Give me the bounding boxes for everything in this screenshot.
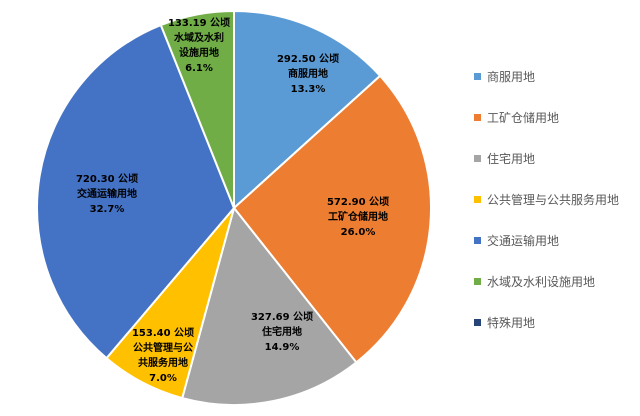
legend-swatch-2 — [474, 114, 481, 121]
pie-slice-2 — [232, 74, 432, 364]
data-label-6: 133.19 公顷水域及水利设施用地 6.1% — [168, 17, 230, 74]
data-label-6-line-3: 设施用地 — [179, 46, 219, 59]
data-label-4-line-3: 共服务用地 — [138, 356, 188, 369]
data-label-4-line-1: 153.40 公顷 — [132, 327, 194, 339]
legend-label-1: 商服用地 — [487, 69, 535, 84]
pie-slice-6 — [159, 9, 235, 209]
pie-slice-3 — [181, 205, 358, 406]
data-label-1: 292.50 公顷商服用地 13.3% — [277, 53, 339, 95]
data-label-5: 720.30 公顷交通运输用地 32.7% — [76, 173, 138, 215]
pie-slices — [36, 9, 432, 406]
legend-swatch-4 — [474, 196, 481, 203]
data-label-1-line-2: 商服用地 — [288, 67, 328, 80]
data-label-3-line-1: 327.69 公顷 — [251, 311, 313, 323]
legend-label-5: 交通运输用地 — [487, 233, 559, 248]
legend-swatch-7 — [474, 319, 481, 326]
legend-label-6: 水域及水利设施用地 — [487, 275, 595, 289]
data-label-2-line-1: 572.90 公顷 — [327, 196, 389, 208]
data-label-5-line-1: 720.30 公顷 — [76, 173, 138, 185]
data-label-3-line-2: 住宅用地 — [262, 325, 302, 338]
legend-swatch-5 — [474, 237, 481, 244]
data-label-4-line-2: 公共管理与公 — [133, 341, 193, 354]
data-label-1-line-1: 292.50 公顷 — [277, 53, 339, 65]
data-label-1-line-3: 13.3% — [291, 84, 326, 95]
data-label-6-line-4: 6.1% — [185, 63, 213, 74]
pie-slice-5 — [36, 23, 236, 360]
pie-data-labels: 292.50 公顷商服用地 13.3% 572.90 公顷工矿仓储用地 26.0% 32… — [76, 17, 389, 384]
pie-slice-1 — [233, 9, 382, 211]
data-label-3-line-3: 14.9% — [265, 342, 300, 353]
data-label-2-line-2: 工矿仓储用地 — [328, 210, 388, 223]
data-label-6-line-2: 水域及水利 — [173, 31, 224, 44]
data-label-5-line-2: 交通运输用地 — [77, 187, 137, 200]
legend: 商服用地工矿仓储用地住宅用地公共管理与公共服务用地交通运输用地水域及水利设施用地… — [474, 69, 619, 330]
data-label-6-line-1: 133.19 公顷 — [168, 17, 230, 29]
data-label-2: 572.90 公顷工矿仓储用地 26.0% — [327, 196, 389, 238]
legend-swatch-1 — [474, 73, 481, 80]
data-label-4-line-4: 7.0% — [149, 373, 177, 384]
data-label-2-line-3: 26.0% — [341, 227, 376, 238]
legend-swatch-6 — [474, 278, 481, 285]
legend-label-7: 特殊用地 — [487, 315, 535, 330]
data-label-5-line-3: 32.7% — [90, 204, 125, 215]
data-label-4: 153.40 公顷公共管理与公共服务用地 7.0% — [132, 327, 194, 384]
legend-label-3: 住宅用地 — [487, 151, 535, 166]
legend-label-2: 工矿仓储用地 — [487, 110, 559, 125]
legend-swatch-3 — [474, 155, 481, 162]
data-label-3: 327.69 公顷住宅用地 14.9% — [251, 311, 313, 353]
legend-label-4: 公共管理与公共服务用地 — [487, 192, 619, 207]
